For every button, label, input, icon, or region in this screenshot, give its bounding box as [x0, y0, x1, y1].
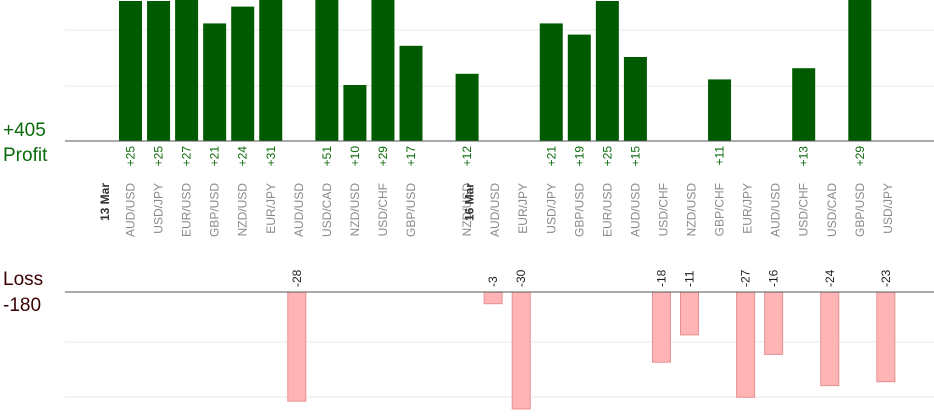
category-label: GBP/CHF	[713, 183, 727, 236]
loss-bar	[680, 291, 699, 336]
profit-bar	[539, 23, 563, 141]
profit-value-label: +10	[348, 146, 362, 167]
profit-bar	[175, 0, 199, 141]
category-label: EUR/USD	[180, 183, 194, 237]
profit-bar	[792, 68, 816, 141]
loss-bar	[651, 291, 671, 363]
category-label: NZD/USD	[348, 183, 362, 237]
axes	[65, 140, 934, 293]
loss-bar	[511, 291, 531, 410]
profit-bar	[399, 45, 423, 141]
loss-value-label: -18	[654, 269, 668, 287]
profit-loss-bars	[119, 0, 896, 410]
profit-value-label: +21	[544, 146, 558, 167]
loss-bar	[287, 291, 307, 402]
loss-value-label: -28	[290, 269, 304, 287]
loss-value-label: -24	[823, 269, 837, 287]
category-label: EUR/JPY	[516, 183, 530, 234]
profit-bar	[708, 79, 732, 141]
profit-total: +405	[3, 120, 46, 141]
category-label: USD/CHF	[376, 183, 390, 236]
profit-value-label: +13	[797, 146, 811, 167]
category-label: GBP/USD	[404, 183, 418, 237]
category-label: EUR/USD	[600, 183, 614, 237]
loss-bar	[483, 291, 503, 305]
profit-bar	[119, 1, 142, 141]
profit-bar	[371, 0, 395, 141]
loss-value-label: -27	[739, 269, 753, 287]
category-label: USD/CHF	[797, 183, 811, 236]
date-marker: 13 Mar	[98, 183, 112, 221]
profit-bar	[147, 1, 171, 141]
category-labels: AUD/USD USD/JPY EUR/USD GBP/USD NZD/USD EUR/J…	[98, 183, 895, 237]
profit-value-label: +25	[152, 146, 166, 167]
date-marker: 16 Mar	[463, 183, 477, 221]
category-label: NZD/USD	[236, 183, 250, 237]
loss-bar	[764, 291, 784, 355]
profit-label: Profit	[3, 145, 48, 166]
profit-value-label: +19	[572, 146, 586, 167]
category-label: GBP/USD	[853, 183, 867, 237]
category-label: NZD/USD	[685, 183, 699, 237]
profit-bar	[623, 57, 647, 141]
category-label: AUD/USD	[769, 183, 783, 237]
category-label: AUD/USD	[292, 183, 306, 237]
profit-bar	[567, 34, 591, 141]
profit-bar	[455, 73, 479, 141]
category-label: AUD/USD	[488, 183, 502, 237]
category-label: AUD/USD	[628, 183, 642, 237]
loss-bar	[820, 291, 840, 387]
category-label: NZD/USD	[460, 183, 474, 237]
loss-bar	[736, 291, 756, 398]
category-label: USD/CHF	[656, 183, 670, 236]
profit-value-label: +31	[264, 146, 278, 167]
category-label: EUR/JPY	[741, 183, 755, 234]
category-label: USD/CAD	[825, 183, 839, 237]
category-label: USD/CAD	[320, 183, 334, 237]
profit-value-label: +51	[320, 146, 334, 167]
category-label: EUR/JPY	[264, 183, 278, 234]
profit-value-label: +29	[853, 146, 867, 167]
bar-value-labels: +25 +25 +27 +21 +24 +31 -28 +51 +10 +29 +17 +12 -3 -3…	[124, 146, 893, 287]
category-label: AUD/USD	[124, 183, 138, 237]
profit-value-label: +11	[713, 146, 727, 166]
profit-value-label: +25	[600, 146, 614, 167]
profit-value-label: +15	[628, 146, 642, 167]
category-label: USD/JPY	[544, 183, 558, 234]
category-label: GBP/USD	[208, 183, 222, 237]
profit-bar	[203, 23, 227, 141]
profit-bar	[259, 0, 283, 142]
loss-bar	[876, 291, 896, 383]
category-label: GBP/USD	[572, 183, 586, 237]
loss-value-label: -11	[683, 270, 697, 287]
profit-value-label: +21	[208, 146, 222, 167]
profit-bar	[595, 1, 619, 141]
profit-value-label: +29	[376, 146, 390, 167]
profit-value-label: +12	[460, 146, 474, 167]
category-label: USD/JPY	[152, 183, 166, 234]
profit-value-label: +24	[236, 146, 250, 167]
loss-value-label: -3	[486, 276, 500, 287]
profit-value-label: +17	[404, 146, 418, 167]
loss-label: Loss	[3, 269, 44, 290]
loss-value-label: -30	[514, 269, 528, 287]
profit-bar	[848, 0, 872, 141]
profit-value-label: +27	[180, 146, 194, 167]
category-label: USD/JPY	[881, 183, 895, 234]
profit-bar	[231, 6, 255, 141]
profit-value-label: +25	[124, 146, 138, 167]
profit-bar	[343, 85, 367, 141]
loss-value-label: -16	[767, 269, 781, 287]
loss-value-label: -23	[879, 269, 893, 287]
loss-total: -180	[3, 295, 42, 316]
profit-bar	[315, 0, 339, 141]
